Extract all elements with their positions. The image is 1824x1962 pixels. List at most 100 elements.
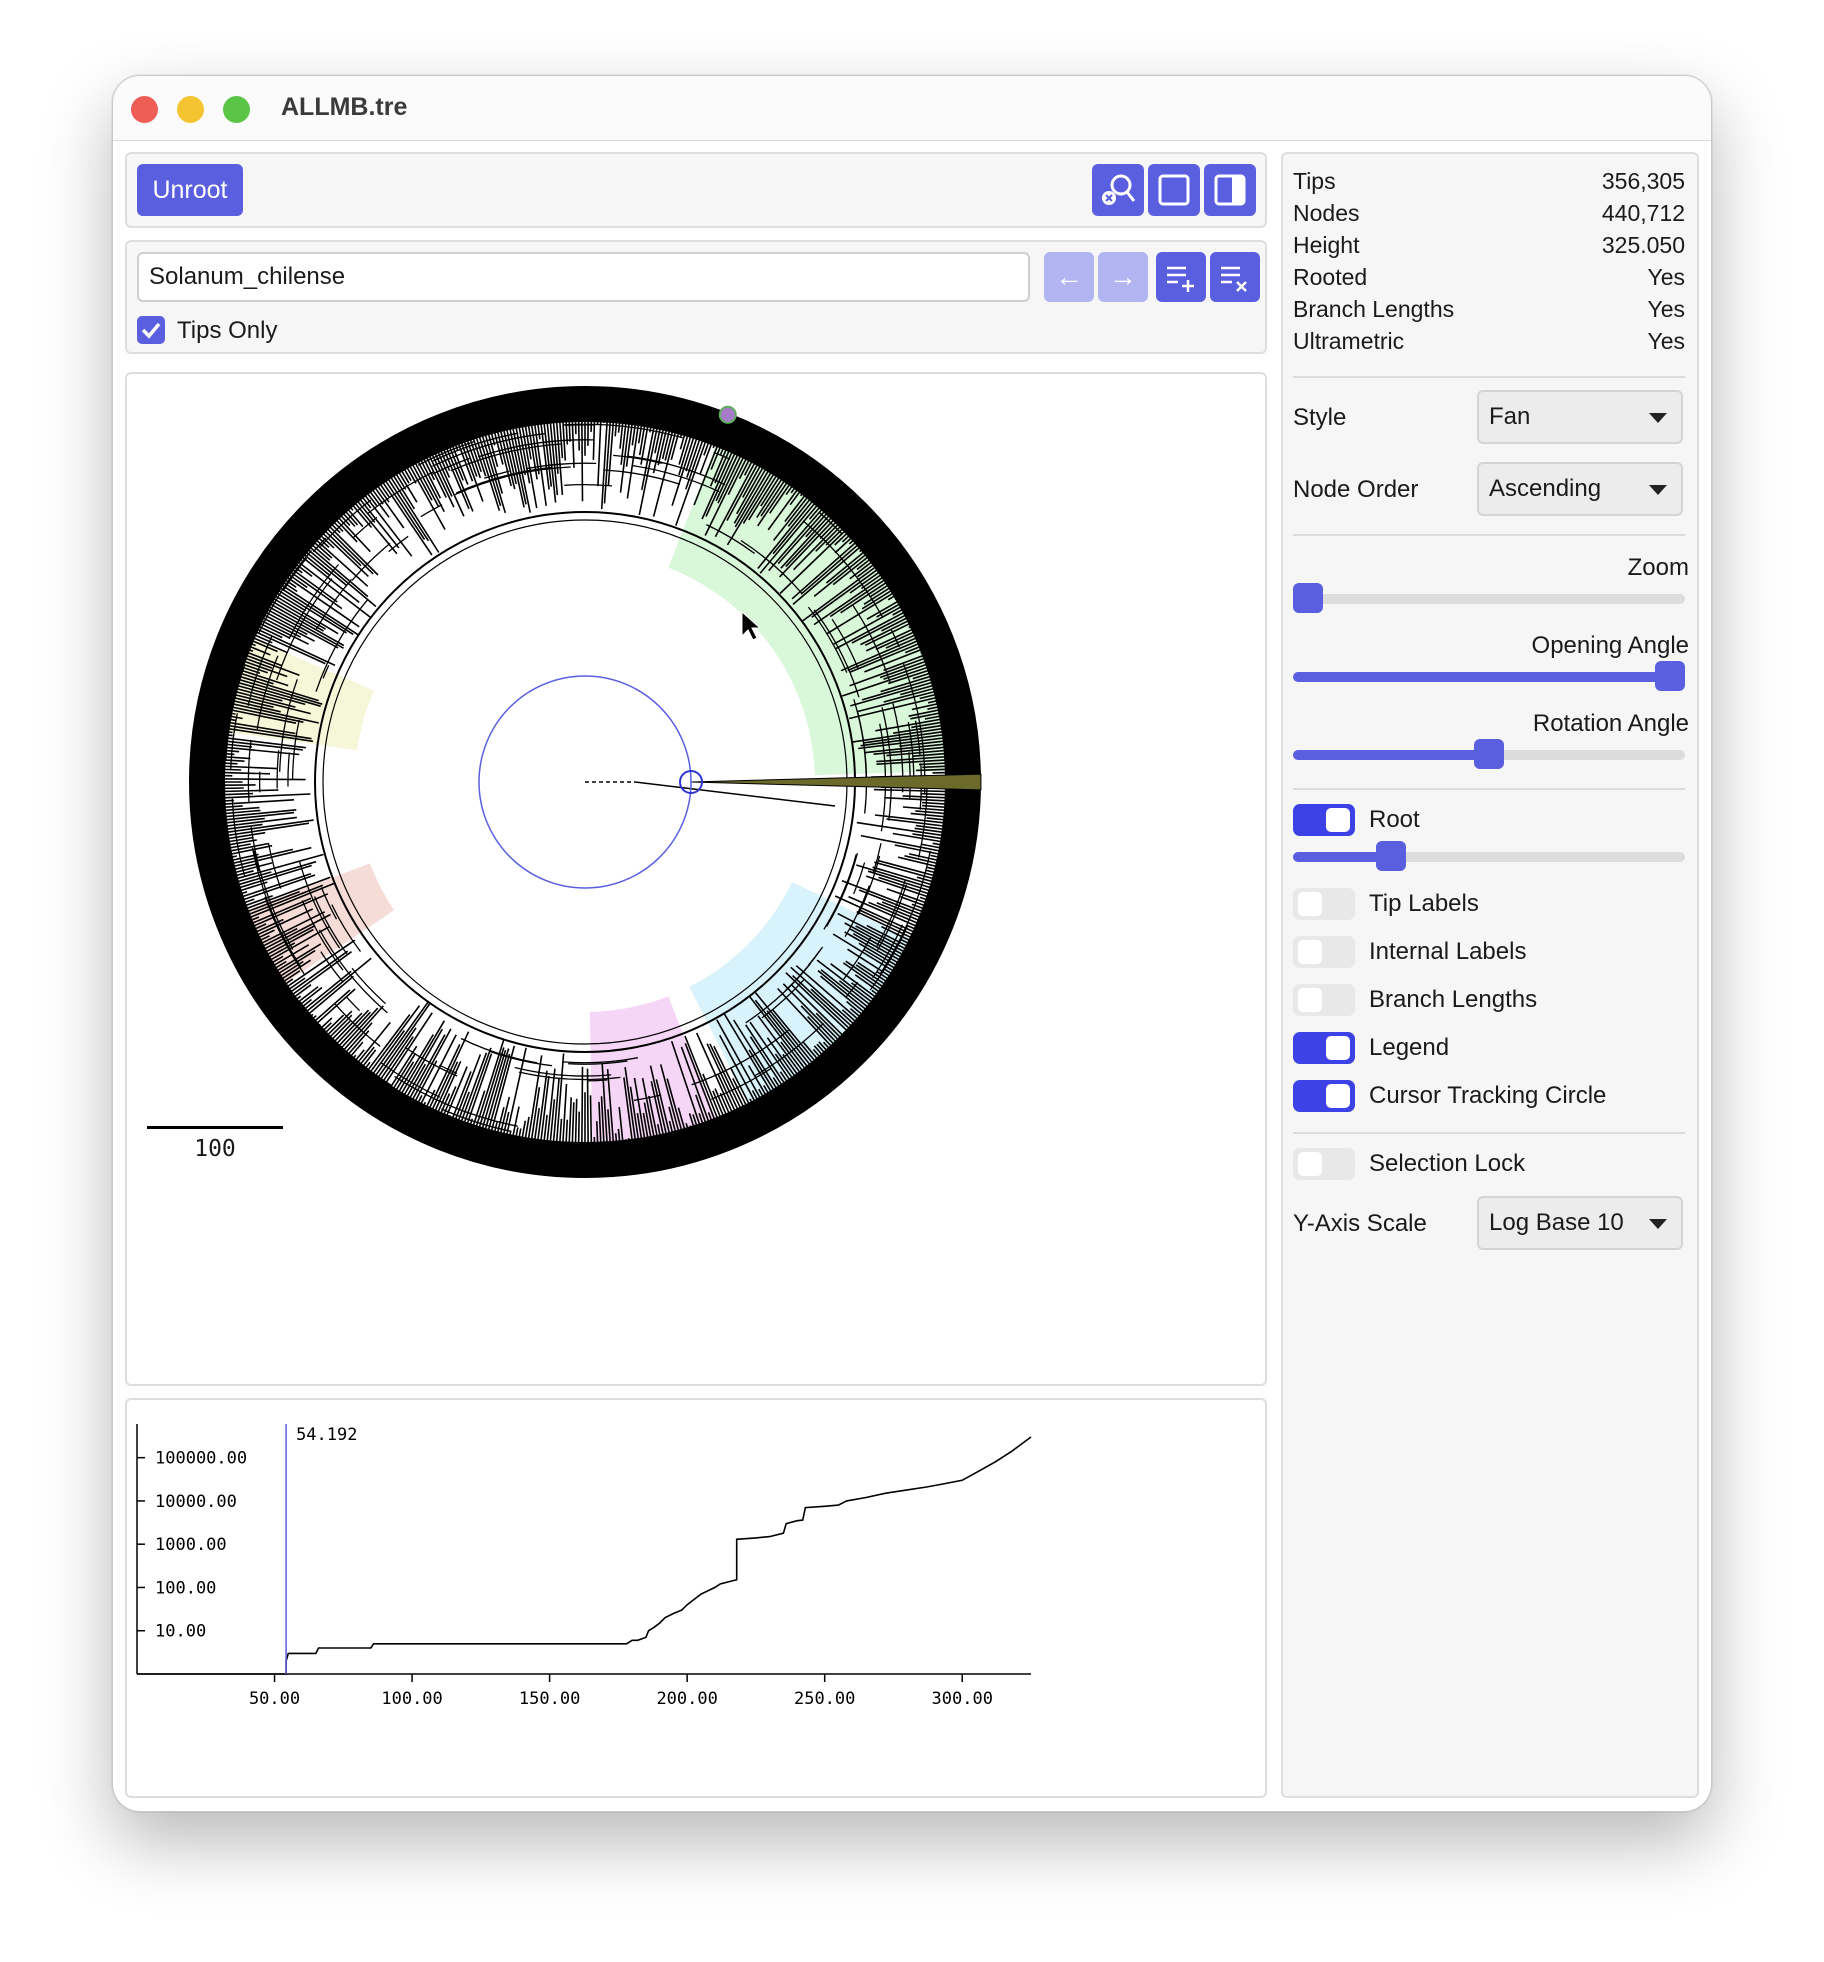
- series-line: [137, 1436, 1032, 1675]
- title-bar: ALLMB.tre: [113, 76, 1711, 141]
- y-tick-label: 10.00: [155, 1622, 206, 1642]
- unroot-button[interactable]: Unroot: [137, 164, 243, 216]
- opening-angle-slider-knob[interactable]: [1655, 661, 1685, 691]
- tip-labels-label: Tip Labels: [1369, 890, 1479, 917]
- legend-label: Legend: [1369, 1034, 1450, 1061]
- node-order-select[interactable]: Ascending: [1477, 462, 1683, 516]
- style-select[interactable]: Fan: [1477, 390, 1683, 444]
- y-axis-scale-label: Y-Axis Scale: [1293, 1210, 1427, 1237]
- stat-value: 356,305: [1601, 168, 1685, 194]
- scale-bar-label: 100: [194, 1136, 236, 1162]
- internal-labels-toggle[interactable]: [1293, 936, 1355, 968]
- fan-tree-view[interactable]: [127, 374, 1265, 1384]
- y-tick-label: 10000.00: [155, 1492, 237, 1512]
- rotation-angle-label: Rotation Angle: [1532, 710, 1689, 737]
- x-tick-label: 50.00: [249, 1689, 300, 1709]
- stat-key: Height: [1293, 232, 1360, 258]
- y-tick-label: 1000.00: [155, 1535, 227, 1555]
- sidebar-toggle-icon: [1214, 174, 1246, 206]
- stat-value: 440,712: [1601, 200, 1685, 226]
- opening-angle-slider[interactable]: [1293, 661, 1685, 691]
- stat-row-height: Height 325.050: [1293, 232, 1685, 264]
- rotation-angle-slider[interactable]: [1293, 739, 1685, 769]
- list-clear-icon: [1221, 266, 1247, 292]
- branch-lengths-label: Branch Lengths: [1369, 986, 1538, 1013]
- stat-value: Yes: [1647, 296, 1685, 322]
- app-window: ALLMB.tre Unroot ←: [112, 75, 1712, 1812]
- previous-match-button[interactable]: ←: [1044, 252, 1094, 302]
- stat-row-ultrametric: Ultrametric Yes: [1293, 328, 1685, 360]
- stat-row-nodes: Nodes 440,712: [1293, 200, 1685, 232]
- stat-key: Branch Lengths: [1293, 296, 1455, 322]
- y-axis-scale-select-value: Log Base 10: [1489, 1209, 1624, 1236]
- internal-labels-label: Internal Labels: [1369, 938, 1527, 965]
- x-tick-label: 300.00: [932, 1689, 993, 1709]
- root-branch: [634, 781, 836, 807]
- checkmark-icon: [141, 322, 161, 339]
- rotation-angle-slider-knob[interactable]: [1474, 739, 1504, 769]
- cursor-tracking-circle-label: Cursor Tracking Circle: [1369, 1082, 1607, 1109]
- legend-toggle[interactable]: [1293, 1032, 1355, 1064]
- stat-row-rooted: Rooted Yes: [1293, 264, 1685, 296]
- x-tick-label: 250.00: [794, 1689, 855, 1709]
- opening-angle-label: Opening Angle: [1531, 632, 1689, 659]
- chevron-down-icon: [1649, 1219, 1667, 1229]
- node-order-label: Node Order: [1293, 476, 1419, 503]
- tips-only-label: Tips Only: [177, 317, 278, 344]
- chevron-down-icon: [1649, 485, 1667, 495]
- root-slider-knob[interactable]: [1376, 841, 1407, 871]
- zoom-slider[interactable]: [1293, 583, 1685, 613]
- stat-value: Yes: [1647, 328, 1685, 354]
- search-match-marker: [718, 405, 737, 424]
- selection-lock-toggle[interactable]: [1293, 1148, 1355, 1180]
- square-view-button[interactable]: [1148, 164, 1200, 216]
- node-order-select-value: Ascending: [1489, 475, 1602, 502]
- root-node-marker: [679, 770, 703, 794]
- zoom-window-button[interactable]: [223, 96, 250, 123]
- stat-value: Yes: [1647, 264, 1685, 290]
- x-tick-label: 150.00: [519, 1689, 580, 1709]
- chevron-down-icon: [1649, 413, 1667, 423]
- toolbar-panel: Unroot: [125, 152, 1267, 228]
- minimize-window-button[interactable]: [177, 96, 204, 123]
- root-slider[interactable]: [1293, 841, 1685, 871]
- stat-key: Ultrametric: [1293, 328, 1405, 354]
- tip-labels-toggle[interactable]: [1293, 888, 1355, 920]
- scale-bar: [147, 1126, 283, 1129]
- root-toggle[interactable]: [1293, 804, 1355, 836]
- clear-selection-button[interactable]: [1210, 252, 1260, 302]
- stat-row-branch-lengths: Branch Lengths Yes: [1293, 296, 1685, 328]
- root-label: Root: [1369, 806, 1420, 833]
- zoom-to-selection-icon: [1102, 174, 1136, 205]
- zoom-slider-knob[interactable]: [1293, 583, 1323, 613]
- y-tick-label: 100000.00: [155, 1449, 247, 1469]
- window-title: ALLMB.tre: [281, 93, 408, 121]
- lineage-chart-panel[interactable]: 50.00 100.00 150.00 200.00 250.00 300.00 10000…: [125, 1398, 1267, 1798]
- stat-value: 325.050: [1601, 232, 1685, 258]
- style-label: Style: [1293, 404, 1347, 431]
- sidebar-toggle-button[interactable]: [1204, 164, 1256, 216]
- selected-clade-wedge: [690, 773, 982, 791]
- next-match-button[interactable]: →: [1098, 252, 1148, 302]
- cursor-tracking-circle-toggle[interactable]: [1293, 1080, 1355, 1112]
- zoom-to-selection-button[interactable]: [1092, 164, 1144, 216]
- x-tick-label: 100.00: [381, 1689, 442, 1709]
- cursor-value-label: 54.192: [296, 1425, 357, 1445]
- selection-lock-label: Selection Lock: [1369, 1150, 1526, 1177]
- cursor-tracking-circle: [478, 675, 692, 889]
- search-input[interactable]: [137, 252, 1030, 302]
- tree-panel[interactable]: 100: [125, 372, 1267, 1386]
- search-panel: ← → Tips Only: [125, 240, 1267, 354]
- tips-only-checkbox[interactable]: [137, 316, 165, 344]
- y-tick-label: 100.00: [155, 1578, 216, 1598]
- list-add-icon: [1167, 266, 1194, 292]
- branch-lengths-toggle[interactable]: [1293, 984, 1355, 1016]
- stat-key: Rooted: [1293, 264, 1368, 290]
- stat-key: Tips: [1293, 168, 1336, 194]
- y-axis-scale-select[interactable]: Log Base 10: [1477, 1196, 1683, 1250]
- lineage-through-time-chart[interactable]: 50.00 100.00 150.00 200.00 250.00 300.00 10000…: [127, 1400, 1265, 1796]
- settings-sidebar: Tips 356,305 Nodes 440,712 Height 325.050 Root…: [1281, 152, 1699, 1798]
- add-to-selection-button[interactable]: [1156, 252, 1206, 302]
- close-window-button[interactable]: [131, 96, 158, 123]
- zoom-label: Zoom: [1627, 554, 1689, 581]
